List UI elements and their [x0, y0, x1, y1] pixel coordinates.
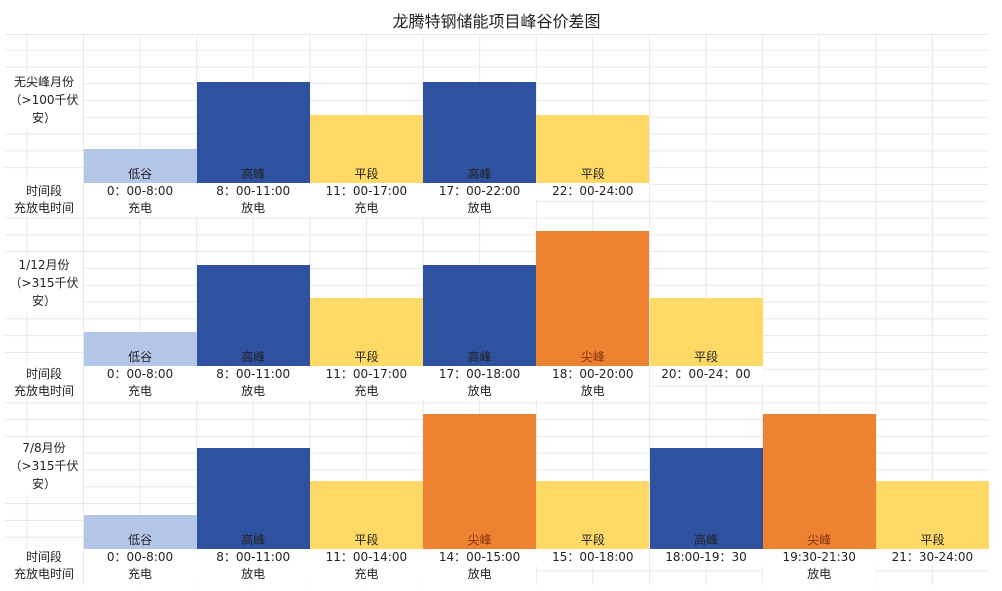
mode-row-label: 充放电时间 [5, 566, 83, 583]
period-type-label: 平段 [580, 167, 605, 181]
period-bar: 尖峰 [536, 231, 650, 366]
chart-title: 龙腾特钢储能项目峰谷价差图 [5, 10, 988, 35]
period-type-label: 高峰 [241, 533, 266, 547]
mode-cell: 放电 [762, 566, 876, 583]
mode-cell: 充电 [83, 566, 197, 583]
time-cell: 18:00-19：30 [649, 549, 763, 566]
section-label: 7/8月份（>315千伏安） [5, 439, 83, 495]
period-bar: 尖峰 [423, 414, 537, 549]
period-type-label: 尖峰 [807, 533, 832, 547]
period-type-label: 平段 [354, 167, 379, 181]
mode-cell: 放电 [536, 383, 650, 400]
period-bar: 平段 [309, 115, 424, 183]
period-bar: 高峰 [196, 447, 310, 549]
period-type-label: 平段 [354, 533, 379, 547]
time-row-label: 时间段 [5, 549, 83, 566]
time-cell: 18：00-20:00 [536, 366, 650, 383]
period-type-label: 高峰 [241, 350, 266, 364]
period-bar: 高峰 [196, 264, 310, 366]
time-cell: 15：00-18:00 [536, 549, 650, 566]
time-cell: 19:30-21:30 [762, 549, 876, 566]
period-type-label: 高峰 [467, 350, 492, 364]
mode-cell: 充电 [309, 383, 423, 400]
period-bar: 平段 [309, 298, 424, 366]
period-bar: 高峰 [423, 264, 537, 366]
mode-cell: 充电 [309, 566, 423, 583]
mode-cell: 放电 [423, 383, 537, 400]
period-bar: 高峰 [196, 81, 310, 183]
period-type-label: 平段 [694, 350, 719, 364]
mode-cell: 放电 [196, 566, 310, 583]
mode-cell: 放电 [196, 200, 310, 217]
period-type-label: 尖峰 [467, 533, 492, 547]
period-type-label: 高峰 [694, 533, 719, 547]
period-type-label: 低谷 [128, 533, 153, 547]
period-type-label: 高峰 [241, 167, 266, 181]
period-bar: 高峰 [649, 447, 763, 549]
period-type-label: 尖峰 [580, 350, 605, 364]
time-cell: 21：30-24:00 [875, 549, 989, 566]
section-label: 1/12月份（>315千伏安） [5, 256, 83, 312]
mode-cell: 充电 [83, 383, 197, 400]
time-cell: 22：00-24:00 [536, 183, 650, 200]
time-cell: 0：00-8:00 [83, 366, 197, 383]
time-cell: 8：00-11:00 [196, 183, 310, 200]
period-type-label: 平段 [920, 533, 945, 547]
section-label: 无尖峰月份（>100千伏安） [5, 73, 83, 129]
mode-row-label: 充放电时间 [5, 383, 83, 400]
period-type-label: 低谷 [128, 167, 153, 181]
period-type-label: 平段 [354, 350, 379, 364]
period-type-label: 平段 [580, 533, 605, 547]
period-bar: 高峰 [423, 81, 537, 183]
period-bar: 平段 [536, 115, 650, 183]
time-cell: 0：00-8:00 [83, 183, 197, 200]
time-cell: 8：00-11:00 [196, 549, 310, 566]
period-type-label: 高峰 [467, 167, 492, 181]
period-bar: 低谷 [83, 148, 197, 183]
period-bar: 低谷 [83, 331, 197, 366]
time-cell: 17：00-22:00 [423, 183, 537, 200]
mode-cell: 充电 [83, 200, 197, 217]
period-bar: 尖峰 [762, 414, 876, 549]
mode-cell: 充电 [309, 200, 423, 217]
time-cell: 20：00-24：00 [649, 366, 763, 383]
period-bar: 平段 [649, 298, 763, 366]
time-row-label: 时间段 [5, 183, 83, 200]
period-bar: 平段 [875, 481, 990, 549]
period-bar: 低谷 [83, 514, 197, 549]
time-cell: 8：00-11:00 [196, 366, 310, 383]
time-row-label: 时间段 [5, 366, 83, 383]
time-cell: 11：00-17:00 [309, 183, 423, 200]
period-bar: 平段 [536, 481, 650, 549]
mode-cell: 放电 [423, 200, 537, 217]
mode-row-label: 充放电时间 [5, 200, 83, 217]
mode-cell: 放电 [196, 383, 310, 400]
time-cell: 11：00-17:00 [309, 366, 423, 383]
time-cell: 0：00-8:00 [83, 549, 197, 566]
time-cell: 14：00-15:00 [423, 549, 537, 566]
period-bar: 平段 [309, 481, 424, 549]
time-cell: 11：00-14:00 [309, 549, 423, 566]
period-type-label: 低谷 [128, 350, 153, 364]
time-cell: 17：00-18:00 [423, 366, 537, 383]
mode-cell: 放电 [423, 566, 537, 583]
